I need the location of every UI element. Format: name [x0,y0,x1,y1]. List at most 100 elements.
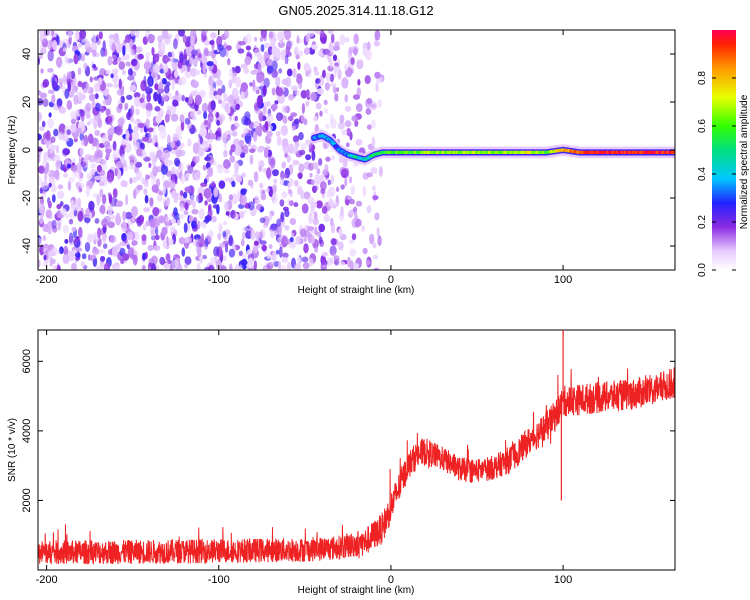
noise-blob [145,51,151,59]
noise-blob [338,228,343,237]
noise-blob [173,38,178,50]
noise-blob [159,256,166,266]
noise-blob [51,177,56,188]
noise-blob [169,225,176,233]
noise-blob [296,255,302,265]
noise-blob [106,148,110,159]
noise-blob [89,118,96,124]
noise-blob [213,246,220,257]
noise-blob [355,263,360,269]
noise-blob [228,194,233,201]
noise-blob [180,120,185,131]
noise-blob [284,173,288,179]
noise-blob [184,263,188,269]
noise-blob [266,101,271,107]
noise-blob [280,211,285,223]
noise-blob [179,114,185,123]
noise-blob [240,188,247,196]
noise-blob [150,174,156,186]
noise-blob [181,247,186,257]
noise-blob [241,238,245,247]
noise-blob [184,186,192,193]
noise-blob [129,84,137,92]
noise-blob [279,93,285,104]
noise-blob [129,115,135,123]
noise-blob [312,185,317,193]
noise-blob [45,209,52,219]
noise-blob [300,189,305,200]
noise-blob [339,34,346,46]
noise-blob [298,163,305,173]
noise-blob [174,157,180,167]
noise-blob [293,263,302,270]
noise-blob [124,102,129,110]
noise-blob [344,177,348,187]
noise-blob [288,200,294,207]
noise-blob [275,249,280,255]
noise-blob [98,31,103,40]
noise-blob [186,64,191,72]
noise-blob [311,179,315,186]
noise-blob [94,129,101,137]
noise-blob [325,124,330,129]
noise-blob [52,40,58,51]
noise-blob [372,195,379,200]
noise-blob [179,190,184,197]
noise-blob [373,169,377,174]
noise-blob [68,176,75,183]
noise-blob [190,90,197,97]
noise-blob [349,198,355,205]
noise-blob [281,49,286,57]
noise-blob [143,207,151,213]
noise-blob [149,197,154,207]
noise-blob [187,165,194,174]
noise-blob [248,121,255,130]
noise-blob [266,167,271,179]
noise-blob [291,232,295,238]
noise-blob [131,216,136,223]
noise-blob [114,32,119,44]
spectrogram-x-label: Height of straight line (km) [298,285,415,296]
noise-blob [303,237,307,242]
noise-blob [222,230,227,238]
noise-blob [354,119,359,127]
noise-blob [218,99,223,105]
noise-blob [39,30,44,37]
noise-blob [88,181,95,187]
noise-blob [259,160,265,168]
noise-blob [65,57,72,65]
noise-blob [350,185,355,196]
noise-blob [97,77,103,86]
noise-blob [297,50,304,57]
noise-blob [277,260,282,270]
noise-blob [116,169,122,180]
noise-blob [254,195,260,205]
noise-blob [158,215,165,224]
noise-blob [178,30,185,37]
noise-blob [121,220,128,232]
noise-blob [77,43,83,48]
noise-blob [85,208,90,216]
noise-blob [244,33,252,44]
noise-blob [97,227,101,239]
y-tick-label: 40 [21,48,33,60]
noise-blob [344,94,348,103]
noise-blob [281,257,289,263]
x-tick-label: -200 [36,274,58,286]
noise-blob [78,93,86,101]
noise-blob [266,58,273,66]
noise-blob [168,238,174,246]
noise-blob [257,53,263,64]
noise-blob [209,133,217,140]
noise-blob [137,53,144,60]
noise-blob [164,113,170,123]
noise-blob [59,246,64,254]
noise-blob [278,224,282,237]
noise-blob [320,188,326,195]
noise-blob [57,184,64,190]
noise-blob [377,235,382,247]
noise-blob [235,103,240,111]
noise-blob [202,164,207,171]
noise-blob [209,84,213,90]
